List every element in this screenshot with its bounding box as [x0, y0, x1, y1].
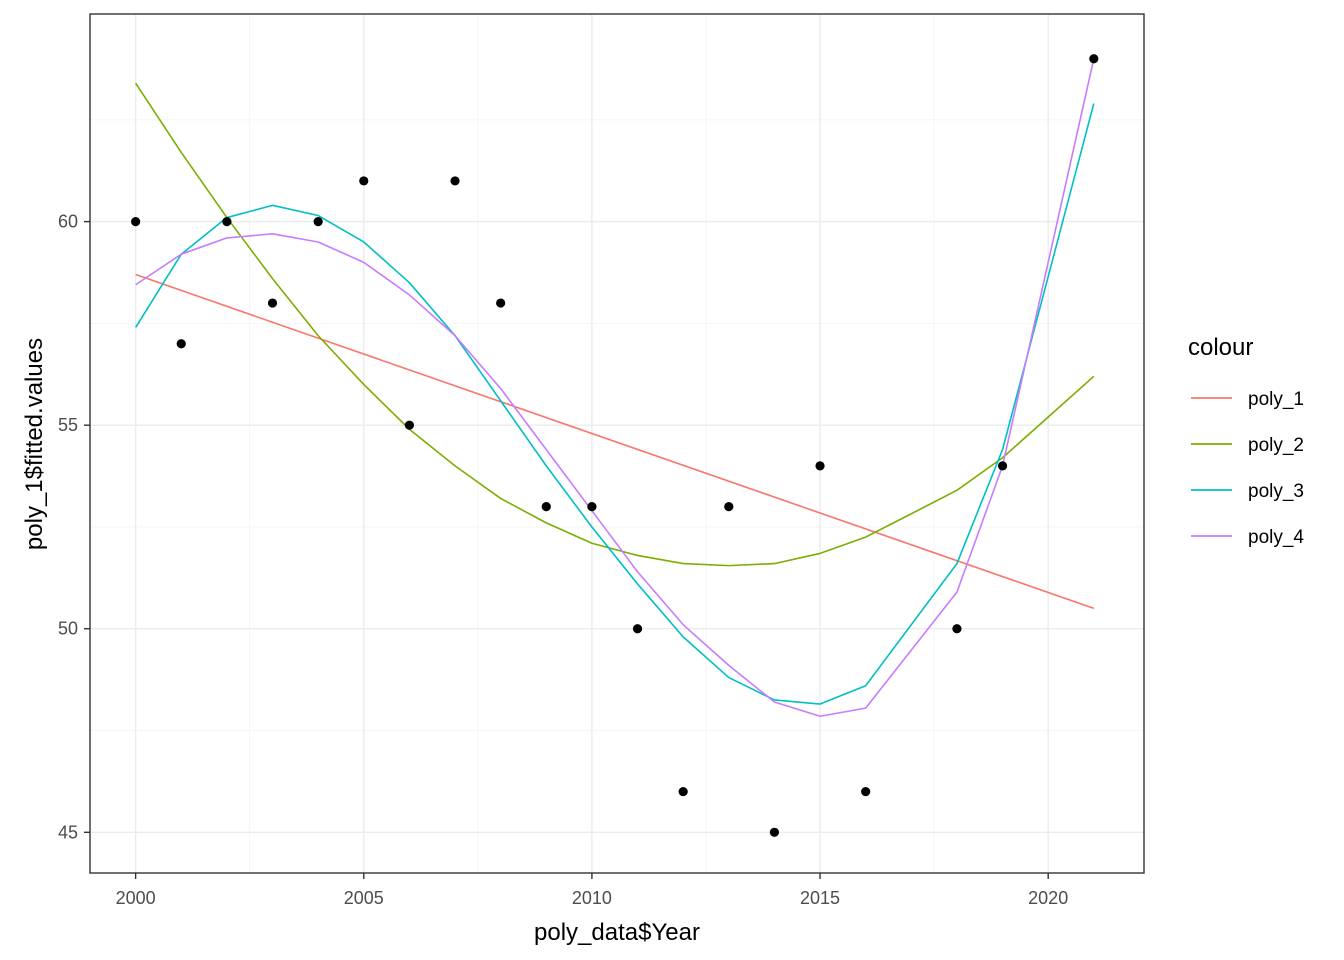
- legend-label: poly_2: [1248, 435, 1304, 456]
- series-line-poly_3: [134, 103, 1095, 705]
- x-axis-title: poly_data$Year: [534, 919, 700, 946]
- series-line-poly_2: [134, 82, 1095, 567]
- legend-item-poly_3: poly_3: [1191, 481, 1304, 502]
- legend-label: poly_4: [1248, 527, 1304, 548]
- y-tick-label: 55: [58, 415, 78, 435]
- data-point: [131, 217, 141, 227]
- y-tick-label: 50: [58, 619, 78, 639]
- data-point: [587, 502, 597, 512]
- legend-title: colour: [1188, 334, 1253, 361]
- x-tick-label: 2015: [800, 888, 840, 908]
- legend: colour poly_1 poly_2 poly_3 poly_4: [1188, 334, 1304, 548]
- y-axis-title: poly_1$fitted.values: [21, 338, 48, 550]
- data-points: [131, 54, 1099, 837]
- y-axis: 45 50 55 60: [58, 212, 90, 842]
- data-point: [724, 502, 734, 512]
- series-line-poly_4: [135, 58, 1095, 718]
- series-lines: [134, 58, 1095, 718]
- data-point: [997, 461, 1008, 471]
- data-point: [1089, 54, 1099, 64]
- grid: [90, 14, 1144, 873]
- data-point: [359, 176, 369, 186]
- data-point: [222, 217, 232, 227]
- legend-item-poly_1: poly_1: [1191, 389, 1304, 410]
- x-tick-label: 2005: [344, 888, 384, 908]
- data-point: [861, 786, 871, 797]
- data-point: [952, 624, 962, 634]
- legend-item-poly_2: poly_2: [1191, 435, 1304, 456]
- legend-label: poly_1: [1248, 389, 1304, 410]
- legend-item-poly_4: poly_4: [1191, 527, 1304, 548]
- data-point: [678, 786, 688, 797]
- data-point: [176, 339, 186, 349]
- data-point: [632, 624, 643, 634]
- y-tick-label: 45: [58, 822, 78, 842]
- x-axis: 2000 2005 2010 2015 2020: [116, 873, 1068, 908]
- x-tick-label: 2010: [572, 888, 612, 908]
- data-point: [313, 217, 323, 227]
- data-point: [450, 176, 460, 186]
- x-tick-label: 2000: [116, 888, 156, 908]
- data-point: [769, 827, 780, 837]
- data-point: [496, 298, 506, 308]
- panel-border: [89, 13, 1145, 874]
- data-point: [404, 420, 414, 430]
- y-tick-label: 60: [58, 212, 78, 232]
- data-point: [267, 298, 278, 308]
- x-tick-label: 2020: [1028, 888, 1068, 908]
- data-point: [541, 502, 551, 512]
- series-line-poly_1: [135, 273, 1095, 610]
- legend-label: poly_3: [1248, 481, 1304, 502]
- data-point: [815, 461, 825, 471]
